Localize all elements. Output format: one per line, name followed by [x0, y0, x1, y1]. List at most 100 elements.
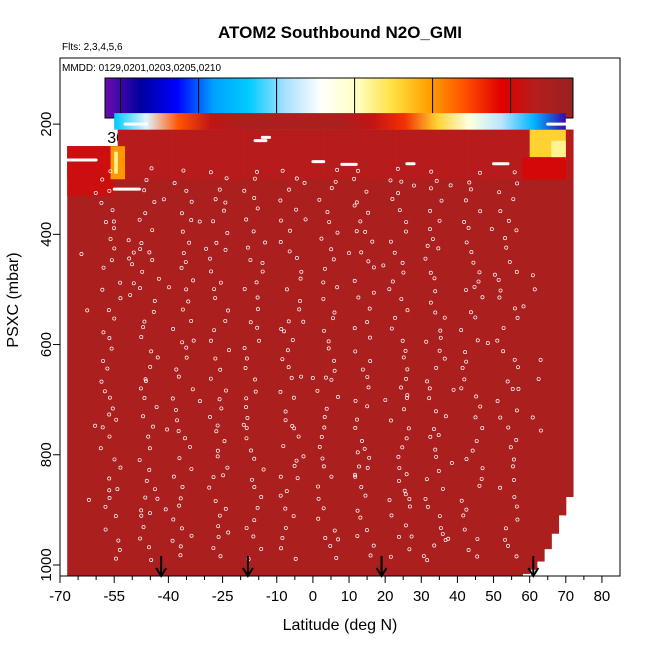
sample-point — [425, 379, 430, 384]
sample-point — [367, 306, 372, 311]
sample-point — [117, 547, 122, 552]
heatmap-cell — [486, 129, 495, 576]
sample-point — [244, 526, 249, 530]
x-tick-label: 80 — [594, 588, 611, 605]
heatmap-cell — [341, 129, 350, 180]
sample-point — [138, 536, 143, 541]
sample-point — [147, 250, 152, 255]
sample-point — [107, 412, 112, 417]
sample-point — [115, 487, 120, 492]
sample-point — [404, 220, 409, 224]
sample-point — [328, 543, 333, 548]
sample-point — [467, 180, 472, 185]
sample-point — [176, 429, 181, 434]
heatmap-cell — [435, 129, 444, 576]
sample-point — [113, 514, 118, 519]
sample-point — [329, 186, 334, 191]
sample-point — [514, 269, 519, 274]
sample-point — [489, 227, 494, 232]
sample-point — [461, 513, 466, 518]
sample-point — [181, 168, 186, 173]
sample-point — [161, 197, 166, 202]
sample-point — [107, 496, 112, 500]
sample-point — [404, 376, 409, 381]
sample-point — [215, 454, 220, 459]
sample-point — [101, 330, 106, 335]
sample-point — [208, 170, 213, 175]
sample-point — [146, 434, 151, 439]
sample-point — [152, 299, 157, 303]
sample-point — [208, 376, 213, 381]
x-tick-label: 10 — [341, 588, 358, 605]
heatmap-cell — [226, 129, 234, 180]
heatmap-cell — [168, 129, 177, 576]
sample-point — [180, 485, 185, 489]
sample-point — [437, 218, 442, 223]
sample-point — [252, 456, 257, 461]
sample-point — [387, 287, 392, 292]
heatmap-cell — [522, 157, 566, 180]
sample-point — [184, 355, 189, 360]
sample-point — [442, 315, 447, 320]
heatmap-cell — [522, 129, 531, 180]
sample-point — [176, 374, 181, 379]
sample-point — [319, 236, 324, 241]
sample-point — [263, 240, 268, 245]
sample-point — [438, 335, 443, 340]
sample-point — [139, 241, 144, 246]
sample-point — [150, 258, 155, 263]
sample-point — [536, 377, 541, 382]
heatmap-cell — [247, 129, 256, 576]
sample-point — [252, 196, 257, 200]
sample-point — [405, 308, 410, 313]
sample-point — [371, 290, 376, 295]
sample-point — [244, 356, 249, 361]
sample-point — [437, 514, 442, 518]
heatmap-cell — [392, 129, 401, 180]
sample-point — [368, 335, 372, 340]
heatmap-cell — [406, 129, 415, 180]
sample-point — [99, 379, 104, 384]
sample-point — [155, 355, 160, 360]
sample-point — [407, 504, 412, 509]
sample-point — [404, 229, 408, 234]
sample-point — [402, 407, 406, 412]
sample-point — [325, 210, 330, 215]
sample-point — [479, 476, 484, 481]
sample-point — [177, 456, 182, 461]
sample-point — [503, 537, 508, 542]
sample-point — [180, 229, 185, 234]
heatmap-cell — [464, 129, 473, 180]
sample-point — [428, 208, 433, 213]
heatmap-cell — [356, 129, 364, 576]
heatmap-cell — [399, 129, 408, 576]
sample-point — [329, 474, 334, 479]
sample-point — [400, 260, 405, 265]
heatmap-cell — [211, 129, 220, 180]
sample-point — [321, 506, 326, 511]
sample-point — [107, 188, 112, 193]
sample-point — [142, 396, 147, 400]
sample-point — [294, 176, 299, 181]
heatmap-cell — [312, 129, 321, 180]
sample-point — [388, 178, 393, 183]
sample-point — [224, 388, 228, 393]
sample-point — [260, 261, 265, 265]
sample-point — [204, 246, 209, 251]
sample-point — [329, 247, 334, 252]
sample-point — [154, 405, 159, 409]
sample-point — [355, 450, 360, 455]
sample-point — [355, 534, 360, 538]
sample-point — [288, 228, 292, 233]
heatmap-cell — [226, 129, 234, 576]
x-axis-label: Latitude (deg N) — [283, 617, 398, 634]
sample-point — [436, 469, 441, 473]
sample-point — [252, 485, 257, 489]
sample-point — [283, 525, 288, 530]
heatmap-cell — [421, 129, 430, 576]
sample-point — [109, 346, 114, 351]
sample-point — [253, 377, 257, 382]
sample-point — [459, 386, 464, 391]
sample-point — [279, 546, 283, 551]
sample-point — [364, 528, 369, 533]
